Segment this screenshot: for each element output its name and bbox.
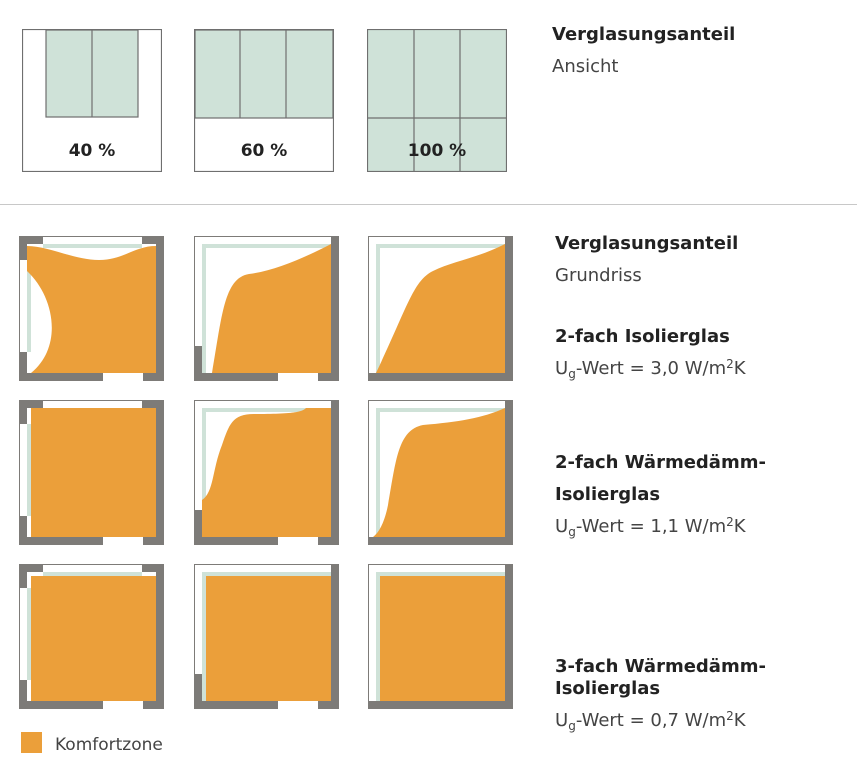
glass-type-name: 2-fach Isolierglas bbox=[555, 326, 730, 347]
elevation-60-drawing bbox=[193, 28, 335, 173]
glass-type-2fach-waermedaemm: 2-fach Wärmedämm- Isolierglas Ug-Wert = … bbox=[555, 452, 766, 538]
plan-2fach-isolierglas-100 bbox=[368, 236, 513, 381]
glass-type-name: 3-fach Wärmedämm-Isolierglas bbox=[555, 656, 766, 699]
elevation-40-label: 40 % bbox=[68, 141, 116, 161]
floorplan-heading: Verglasungsanteil bbox=[555, 233, 739, 254]
elevation-100: 100 % bbox=[366, 28, 508, 173]
plan-2fach-isolierglas-60 bbox=[194, 236, 339, 381]
section-divider bbox=[0, 204, 857, 205]
glass-type-3fach-waermedaemm: 3-fach Wärmedämm-Isolierglas Ug-Wert = 0… bbox=[555, 656, 857, 732]
plan-3fach-waermedaemm-60 bbox=[194, 564, 339, 709]
glass-type-name-line1: 2-fach Wärmedämm- bbox=[555, 452, 766, 473]
elevation-60: 60 % bbox=[193, 28, 335, 173]
glass-type-name-line2: Isolierglas bbox=[555, 484, 661, 505]
plan-2fach-waermedaemm-60 bbox=[194, 400, 339, 545]
elevation-40: 40 % bbox=[21, 28, 163, 173]
elevation-heading: Verglasungsanteil bbox=[552, 24, 736, 45]
elevation-100-label: 100 % bbox=[407, 141, 467, 161]
elevation-60-label: 60 % bbox=[240, 141, 288, 161]
plan-2fach-isolierglas-40 bbox=[19, 236, 164, 381]
u-value: Ug-Wert = 1,1 W/m2K bbox=[555, 515, 746, 539]
elevation-subheading: Ansicht bbox=[552, 56, 619, 77]
legend-label: Komfortzone bbox=[55, 735, 163, 755]
glass-type-2fach-isolierglas: 2-fach Isolierglas Ug-Wert = 3,0 W/m2K bbox=[555, 326, 746, 380]
floorplan-subheading: Grundriss bbox=[555, 265, 642, 286]
plan-3fach-waermedaemm-100 bbox=[368, 564, 513, 709]
elevation-40-drawing bbox=[21, 28, 163, 173]
plan-2fach-waermedaemm-40 bbox=[19, 400, 164, 545]
elevation-100-drawing bbox=[366, 28, 508, 173]
u-value: Ug-Wert = 0,7 W/m2K bbox=[555, 709, 746, 733]
plan-3fach-waermedaemm-40 bbox=[19, 564, 164, 709]
plan-2fach-waermedaemm-100 bbox=[368, 400, 513, 545]
comfort-zone-swatch-icon bbox=[21, 732, 42, 753]
u-value: Ug-Wert = 3,0 W/m2K bbox=[555, 357, 746, 381]
